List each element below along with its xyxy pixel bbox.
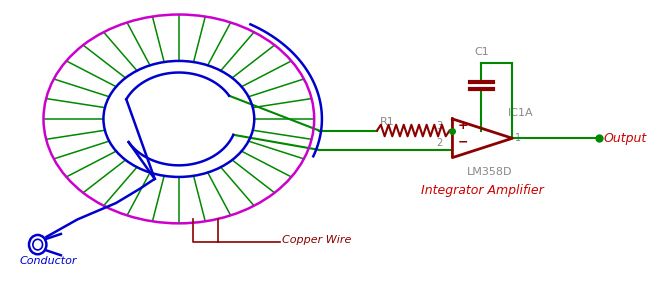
- Text: LM358D: LM358D: [467, 167, 512, 177]
- Text: Copper Wire: Copper Wire: [282, 235, 352, 245]
- Text: Integrator Amplifier: Integrator Amplifier: [421, 184, 544, 197]
- Text: Output: Output: [603, 132, 647, 145]
- Text: IC1A: IC1A: [508, 108, 533, 118]
- Text: −: −: [458, 136, 468, 149]
- Text: 2: 2: [437, 138, 443, 148]
- Text: R1: R1: [380, 117, 395, 127]
- Text: 3: 3: [437, 121, 443, 131]
- Text: Conductor: Conductor: [20, 256, 77, 266]
- Text: 1: 1: [515, 133, 521, 143]
- Text: C1: C1: [474, 47, 489, 57]
- Text: +: +: [458, 119, 468, 132]
